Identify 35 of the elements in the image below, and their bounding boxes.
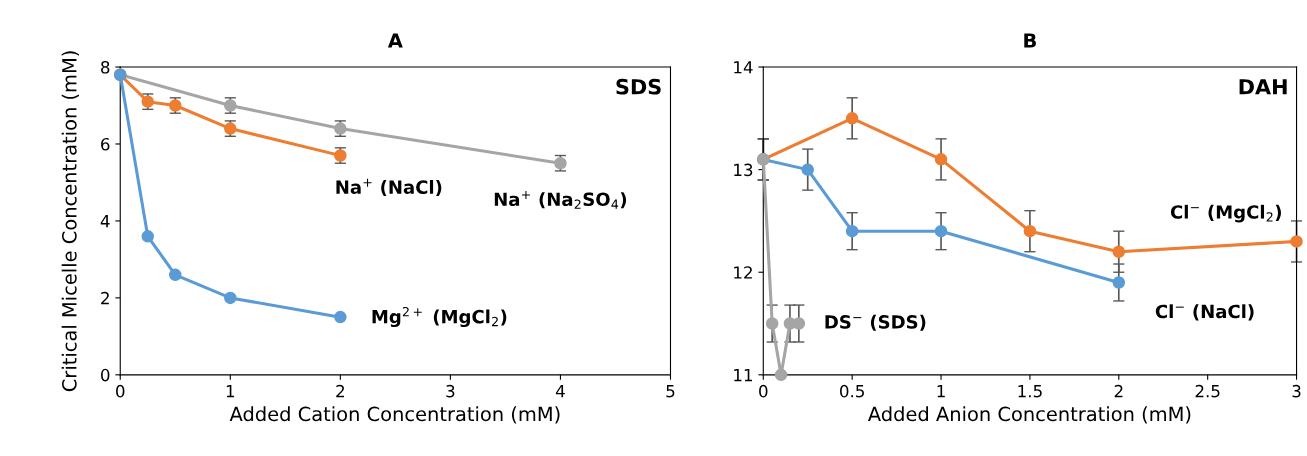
x-tick-label: 1 bbox=[226, 385, 235, 398]
x-tick-label: 1.5 bbox=[1018, 385, 1042, 398]
x-tick-label: 0 bbox=[759, 384, 768, 398]
y-axis-title: Critical Micelle Concentration (mM) bbox=[61, 51, 79, 392]
y-tick-label: 0 bbox=[101, 368, 110, 382]
y-tick-label: 6 bbox=[101, 137, 110, 151]
x-tick-label: 1 bbox=[937, 385, 945, 398]
x-tick-label: 5 bbox=[666, 385, 675, 398]
annotation: SDS bbox=[616, 78, 661, 95]
x-tick-label: 2 bbox=[1114, 384, 1123, 398]
y-tick-label: 2 bbox=[101, 291, 109, 305]
series-label: Na$^{+}$ (NaCl) bbox=[336, 178, 442, 197]
x-axis-title: Added Anion Concentration (mM) bbox=[867, 406, 1191, 424]
y-tick-label: 8 bbox=[101, 60, 110, 74]
annotation: DAH bbox=[1239, 79, 1287, 95]
x-tick-label: 0.5 bbox=[840, 384, 864, 398]
y-tick-label: 13 bbox=[734, 163, 753, 177]
chart-title: B bbox=[1024, 33, 1036, 48]
series-label: Cl$^{−}$ (MgCl$_{2}$) bbox=[1170, 204, 1281, 223]
series-label: DS$^{−}$ (SDS) bbox=[825, 314, 926, 331]
chart-title: A bbox=[387, 33, 403, 48]
series-label: Na$^{+}$ (Na$_{2}$SO$_{4}$) bbox=[494, 191, 627, 209]
x-tick-label: 4 bbox=[555, 385, 565, 398]
y-tick-label: 12 bbox=[734, 266, 752, 279]
x-tick-label: 0 bbox=[116, 384, 125, 398]
x-tick-label: 2 bbox=[336, 384, 344, 398]
x-tick-label: 3 bbox=[1292, 384, 1301, 398]
text: Cl$^{−}$ (NaCl) bbox=[1155, 304, 1254, 321]
x-tick-label: 3 bbox=[446, 384, 455, 398]
y-tick-label: 11 bbox=[734, 369, 753, 382]
series-label: Mg$^{2+}$ (MgCl$_{2}$) bbox=[372, 306, 507, 328]
y-tick-label: 4 bbox=[100, 215, 110, 228]
x-tick-label: 2.5 bbox=[1195, 384, 1220, 398]
x-axis-title: Added Cation Concentration (mM) bbox=[229, 406, 560, 424]
y-tick-label: 14 bbox=[734, 61, 753, 74]
